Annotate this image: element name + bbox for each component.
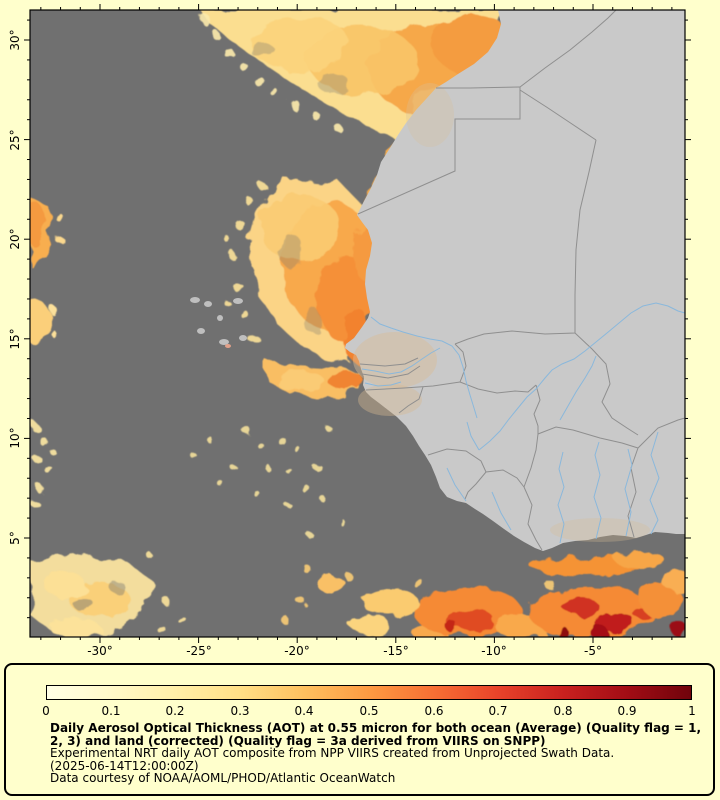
map-frame: [29, 9, 686, 638]
colorbar-tick-label: 0.3: [230, 704, 250, 718]
y-axis-tick-label: 25°: [8, 129, 22, 151]
x-axis-tick-label: -20°: [284, 644, 310, 658]
rivers: [361, 302, 685, 544]
cape-verde-islands: [190, 297, 247, 348]
figure-title: Daily Aerosol Optical Thickness (AOT) at…: [50, 721, 702, 748]
figure-subtitle: Experimental NRT daily AOT composite fro…: [50, 746, 615, 761]
y-axis-tick-label: 5°: [8, 531, 22, 545]
colorbar-tick-label: 0.4: [294, 704, 314, 718]
credit-line: Data courtesy of NOAA/AOML/PHOD/Atlantic…: [50, 771, 396, 786]
y-axis-tick-label: 20°: [8, 228, 22, 250]
colorbar-tick-label: 0: [42, 704, 50, 718]
x-axis-tick-label: -10°: [481, 644, 507, 658]
colorbar: [46, 685, 692, 700]
y-axis-tick-label: 15°: [8, 328, 22, 350]
caption-block: Daily Aerosol Optical Thickness (AOT) at…: [50, 722, 712, 785]
x-axis-tick-label: -30°: [87, 644, 113, 658]
colorbar-tick-label: 0.9: [617, 704, 637, 718]
y-axis-tick-label: 30°: [8, 29, 22, 51]
colorbar-tick-label: 0.8: [553, 704, 573, 718]
colorbar-tick-label: 0.5: [359, 704, 379, 718]
colorbar-tick-label: 0.6: [424, 704, 444, 718]
x-axis-tick-label: -25°: [186, 644, 212, 658]
country-borders: [357, 10, 685, 551]
x-axis-tick-label: -5°: [584, 644, 602, 658]
colorbar-tick-label: 1: [688, 704, 696, 718]
land-west-africa: [345, 10, 685, 551]
y-axis-tick-label: 10°: [8, 427, 22, 449]
legend-panel: 0 0.1 0.2 0.3 0.4 0.5 0.6 0.7 0.8 0.9 1 …: [4, 663, 715, 796]
x-axis-tick-label: -15°: [383, 644, 409, 658]
colorbar-tick-label: 0.2: [165, 704, 185, 718]
timestamp: (2025-06-14T12:00:00Z): [50, 758, 199, 773]
colorbar-tick-label: 0.7: [488, 704, 508, 718]
colorbar-tick-label: 0.1: [101, 704, 121, 718]
